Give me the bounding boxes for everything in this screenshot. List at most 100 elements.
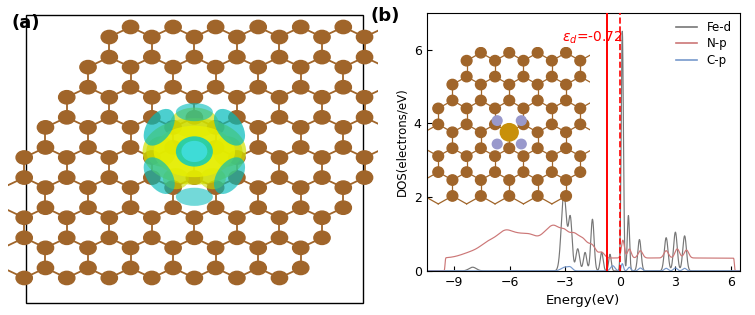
Circle shape <box>271 211 288 224</box>
Circle shape <box>293 181 309 194</box>
Circle shape <box>229 211 245 224</box>
Ellipse shape <box>181 141 208 162</box>
Circle shape <box>492 116 502 125</box>
Circle shape <box>504 175 515 185</box>
Circle shape <box>561 79 572 90</box>
Circle shape <box>461 119 472 129</box>
Circle shape <box>271 271 288 285</box>
Circle shape <box>518 119 528 129</box>
Circle shape <box>335 121 351 134</box>
Circle shape <box>59 211 75 224</box>
Circle shape <box>447 127 458 137</box>
Circle shape <box>492 139 502 149</box>
Circle shape <box>532 95 543 106</box>
Circle shape <box>37 121 54 134</box>
Circle shape <box>547 119 557 129</box>
Circle shape <box>504 79 515 90</box>
Circle shape <box>575 55 586 66</box>
Circle shape <box>356 171 373 184</box>
Circle shape <box>250 81 267 94</box>
Fe-d <box>476 269 485 272</box>
Ellipse shape <box>176 188 213 206</box>
Circle shape <box>335 60 351 74</box>
Circle shape <box>561 175 572 185</box>
Circle shape <box>314 111 330 124</box>
Circle shape <box>16 151 32 164</box>
Circle shape <box>186 111 202 124</box>
Ellipse shape <box>171 108 218 138</box>
Circle shape <box>561 127 572 137</box>
Circle shape <box>490 72 501 82</box>
Circle shape <box>208 181 223 194</box>
Circle shape <box>80 241 96 255</box>
C-p <box>735 269 744 273</box>
Circle shape <box>143 271 160 285</box>
Circle shape <box>80 201 96 214</box>
Circle shape <box>80 141 96 154</box>
Circle shape <box>16 271 32 285</box>
Circle shape <box>16 171 32 184</box>
Line: Fe-d: Fe-d <box>427 31 740 271</box>
Circle shape <box>293 81 309 94</box>
N-p <box>556 226 565 230</box>
Circle shape <box>490 55 501 66</box>
Circle shape <box>165 181 181 194</box>
Circle shape <box>504 191 515 201</box>
Circle shape <box>516 139 526 149</box>
Circle shape <box>250 241 267 255</box>
C-p <box>422 269 431 273</box>
Circle shape <box>59 151 75 164</box>
Circle shape <box>250 20 267 34</box>
Fe-d <box>695 269 704 273</box>
Circle shape <box>461 151 472 161</box>
Circle shape <box>356 50 373 64</box>
Circle shape <box>37 241 54 255</box>
Circle shape <box>186 30 202 44</box>
Circle shape <box>547 151 557 161</box>
Circle shape <box>186 171 202 184</box>
Ellipse shape <box>214 157 245 194</box>
Fe-d <box>422 269 431 273</box>
Circle shape <box>165 60 181 74</box>
Ellipse shape <box>143 118 246 185</box>
Text: $\varepsilon_d$=-0.72: $\varepsilon_d$=-0.72 <box>562 29 623 46</box>
Circle shape <box>447 79 458 90</box>
Circle shape <box>547 167 557 177</box>
Circle shape <box>101 171 118 184</box>
Circle shape <box>547 72 557 82</box>
Circle shape <box>490 167 501 177</box>
Circle shape <box>532 48 543 58</box>
Circle shape <box>532 127 543 137</box>
Circle shape <box>271 30 288 44</box>
Circle shape <box>461 55 472 66</box>
Circle shape <box>143 151 160 164</box>
Circle shape <box>143 91 160 104</box>
Circle shape <box>143 30 160 44</box>
Ellipse shape <box>143 157 174 194</box>
Circle shape <box>229 271 245 285</box>
Circle shape <box>80 261 96 275</box>
Circle shape <box>229 91 245 104</box>
Circle shape <box>143 111 160 124</box>
Circle shape <box>59 171 75 184</box>
Circle shape <box>208 261 223 275</box>
Circle shape <box>476 48 486 58</box>
Circle shape <box>575 72 586 82</box>
Circle shape <box>476 127 486 137</box>
Circle shape <box>250 261 267 275</box>
Circle shape <box>433 167 444 177</box>
Circle shape <box>518 72 528 82</box>
Ellipse shape <box>213 136 242 167</box>
N-p <box>735 269 744 273</box>
Circle shape <box>504 127 515 137</box>
Circle shape <box>447 191 458 201</box>
Circle shape <box>271 50 288 64</box>
Circle shape <box>293 20 309 34</box>
Circle shape <box>433 151 444 161</box>
Circle shape <box>16 231 32 244</box>
Circle shape <box>59 271 75 285</box>
Circle shape <box>575 151 586 161</box>
Circle shape <box>532 143 543 153</box>
Circle shape <box>461 167 472 177</box>
Circle shape <box>476 175 486 185</box>
